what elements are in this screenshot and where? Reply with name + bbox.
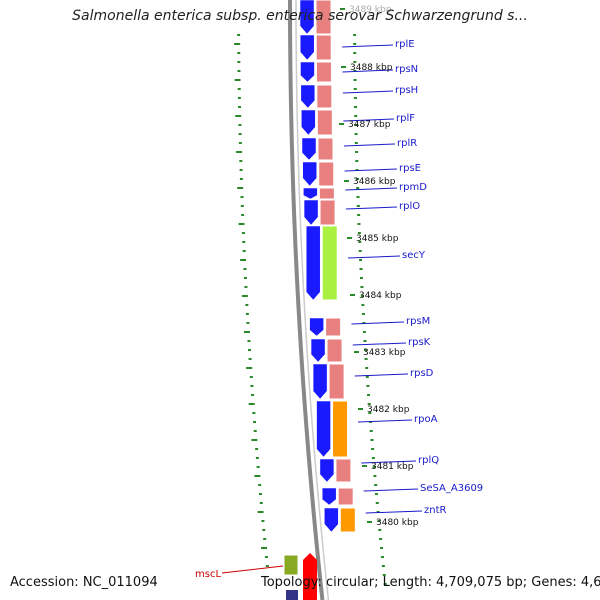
backbone-outer [288,0,325,600]
gene-block [286,590,298,600]
kbp-label: 3482 kbp [367,405,410,415]
gene-leader-line [343,143,396,147]
gene-arrow [309,317,324,337]
kbp-label: 3488 kbp [350,63,393,73]
gene-leader-line [345,206,398,210]
gene-leader-line [343,118,395,122]
kbp-label: 3480 kbp [376,518,419,528]
cog-block [317,137,334,161]
gene-label-rplF: rplF [396,113,415,124]
gene-leader-line [352,342,407,346]
gene-label-rpsM: rpsM [406,316,430,327]
gene-arrow [300,61,315,83]
gene-label-rpsE: rpsE [399,163,421,174]
gene-arrow [321,487,337,506]
gene-arrow [305,225,321,301]
gene-label-rpsK: rpsK [408,337,431,348]
gene-arrow [299,34,315,61]
gene-arrow [300,84,316,109]
gene-label-rplO: rplO [399,201,420,212]
genome-summary: Topology: circular; Length: 4,709,075 bp… [261,575,600,590]
gene-leader-line [221,565,284,574]
gene-leader-line [342,44,394,48]
gene-leader-line [361,460,417,464]
cog-block [316,109,333,136]
gene-label-rpmD: rpmD [399,182,427,193]
kbp-label: 3481 kbp [371,462,414,472]
gene-arrow [303,187,318,200]
gene-leader-line [344,168,398,172]
cog-block [335,458,352,483]
gene-leader-line [363,488,419,492]
cog-block [337,487,354,506]
cog-block [332,400,349,458]
cog-block [318,187,335,200]
gene-leader-line [354,373,409,377]
gene-label-rpoA: rpoA [414,414,438,425]
gene-arrow [303,199,319,226]
cog-block [325,317,342,337]
kbp-label: 3485 kbp [356,234,399,244]
gene-arrow [301,109,316,136]
gene-leader-line [351,321,405,325]
kbp-label: 3486 kbp [353,177,396,187]
gene-label-secY: secY [402,250,426,261]
gene-label-rplQ: rplQ [418,455,439,466]
gene-arrow [312,363,328,400]
cog-block [316,84,333,109]
gene-label-rplR: rplR [397,138,417,149]
backbone-inner [295,0,330,600]
kbp-label: 3489 kbp [349,5,392,15]
gene-arrow [324,507,339,533]
gene-leader-line [342,69,394,73]
gene-arrow [316,400,331,458]
gene-label-zntR: zntR [424,505,447,516]
gene-arrow [299,0,315,35]
cog-block [339,507,356,533]
gene-arrow [301,137,317,161]
kbp-label: 3484 kbp [359,291,402,301]
gene-leader-line [345,187,398,191]
gene-label-rplE: rplE [395,39,415,50]
gene-leader-line [347,255,401,259]
cog-block [328,363,345,400]
gene-label-rpsN: rpsN [395,64,418,75]
gene-label-rpsD: rpsD [410,368,434,379]
cog-block [315,0,332,35]
gene-label-SeSA_A3609: SeSA_A3609 [420,483,483,494]
gene-leader-line [365,510,423,514]
gene-arrow [302,161,317,187]
gene-label-rpsH: rpsH [395,85,418,96]
gene-arrow-mscL [303,553,317,600]
cog-block [318,161,335,187]
map-title: Salmonella enterica subsp. enterica sero… [72,8,528,24]
gene-arrow [319,458,335,483]
cog-block [315,34,332,61]
gene-leader-line [358,419,413,423]
kbp-label: 3483 kbp [363,348,406,358]
gene-leader-line [342,90,394,94]
accession-label: Accession: NC_011094 [10,575,158,590]
gene-arrow [310,338,326,363]
kbp-label: 3487 kbp [348,120,391,130]
gene-label-mscL: mscL [195,569,221,580]
cog-block [319,199,336,226]
cog-block [326,338,343,363]
cog-block [315,61,332,83]
cog-block [321,225,338,301]
cog-block [283,554,299,576]
